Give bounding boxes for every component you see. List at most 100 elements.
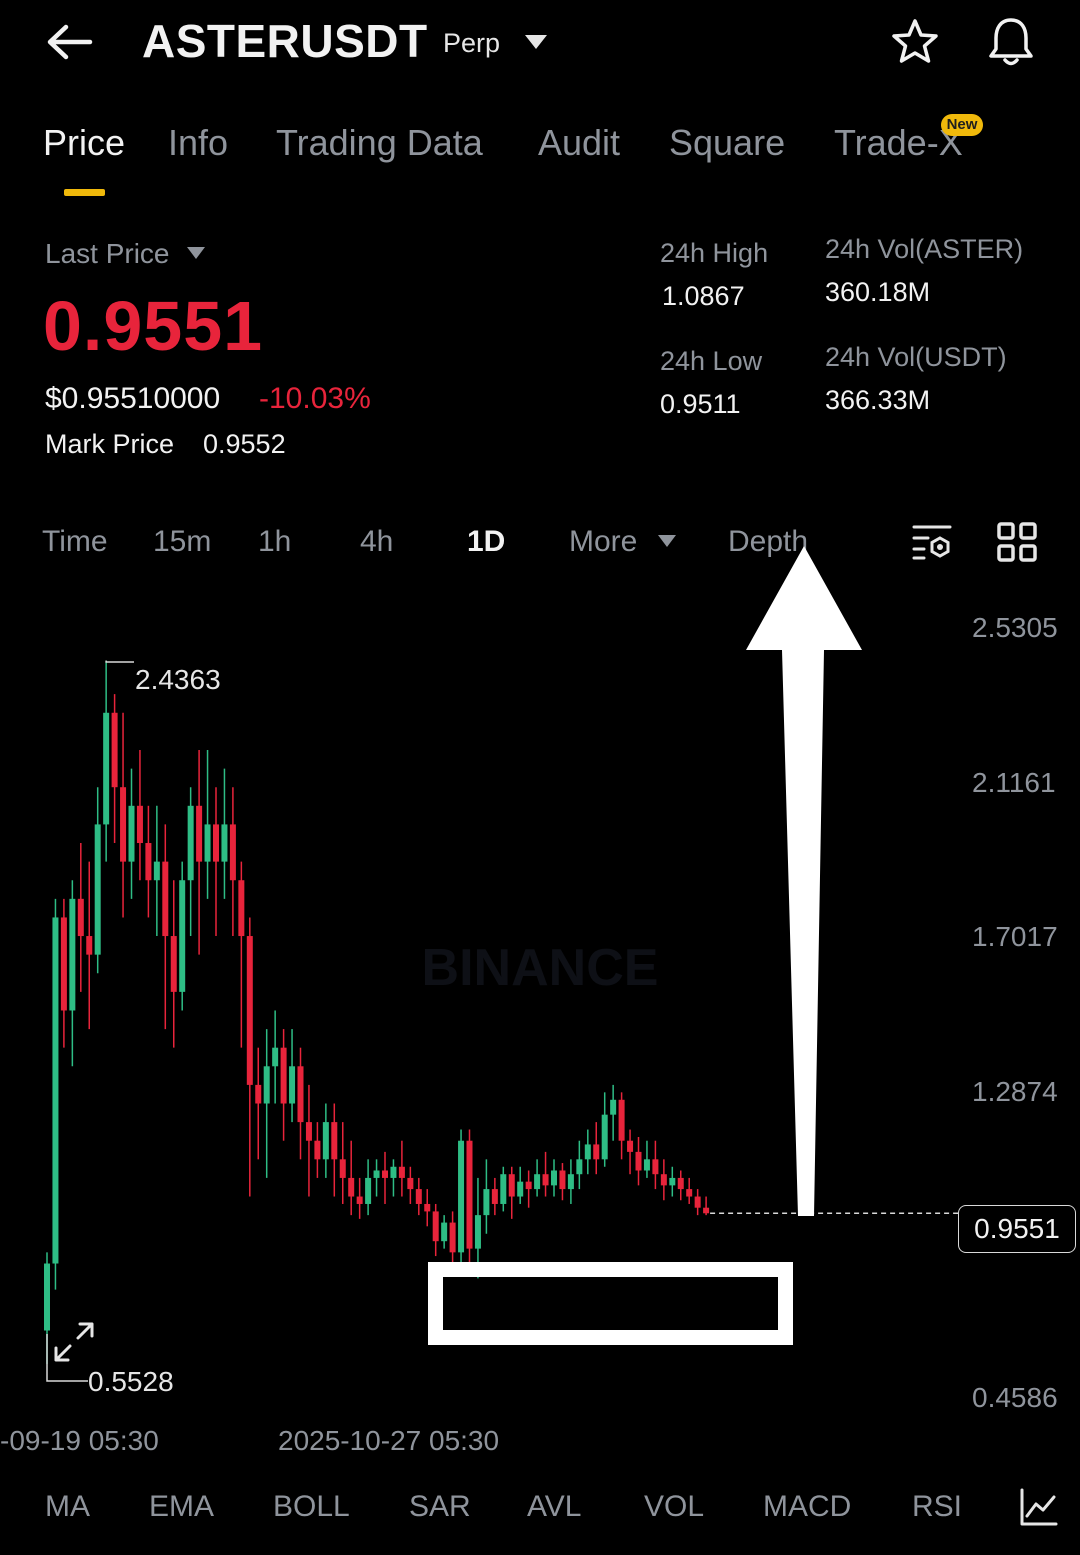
candle: [204, 749, 211, 899]
y-tick-label: 2.1161: [972, 767, 1056, 798]
mark-price-label: Mark Price: [45, 429, 175, 459]
indicator-avl[interactable]: AVL: [527, 1490, 582, 1523]
candle: [246, 917, 253, 1197]
star-icon[interactable]: [890, 18, 940, 66]
tab-square[interactable]: Square: [669, 122, 786, 163]
candle: [322, 1103, 329, 1178]
new-badge: New: [941, 114, 983, 136]
candle: [94, 787, 101, 974]
last-price-label[interactable]: Last Price: [45, 238, 170, 269]
candle: [576, 1140, 583, 1190]
interval-time[interactable]: Time: [42, 525, 108, 558]
candle: [145, 805, 152, 918]
candle: [373, 1159, 380, 1197]
candle: [593, 1122, 600, 1175]
candle: [474, 1177, 481, 1279]
interval-15m[interactable]: 15m: [153, 525, 212, 558]
candle: [415, 1177, 422, 1216]
x-tick-label: 2025-10-27 05:30: [278, 1425, 500, 1456]
indicator-chart-icon[interactable]: [1018, 1486, 1060, 1528]
candle: [677, 1170, 684, 1201]
candle: [686, 1177, 693, 1204]
chart-settings-icon[interactable]: [910, 520, 954, 564]
candle: [449, 1211, 456, 1271]
candle: [111, 694, 118, 844]
candle: [508, 1166, 515, 1219]
indicator-ma[interactable]: MA: [45, 1490, 90, 1523]
candle: [534, 1159, 541, 1197]
high-24h-value: 1.0867: [662, 281, 745, 311]
candle: [559, 1163, 566, 1201]
candle: [660, 1159, 667, 1201]
interval-1h[interactable]: 1h: [258, 525, 292, 558]
current-price-tag: 0.9551: [958, 1205, 1076, 1253]
candlestick-chart[interactable]: BINANCE: [0, 580, 1080, 1480]
interval-1d[interactable]: 1D: [467, 525, 506, 558]
up-arrow-annotation: [744, 544, 864, 1220]
candle: [390, 1159, 397, 1197]
y-tick-label: 0.4586: [972, 1382, 1058, 1413]
highlight-box: [428, 1262, 793, 1345]
indicator-ema[interactable]: EMA: [149, 1490, 215, 1523]
x-tick-label: -09-19 05:30: [0, 1425, 159, 1456]
symbol-title[interactable]: ASTERUSDT: [142, 15, 428, 67]
candle: [136, 749, 143, 881]
y-tick-label: 2.5305: [972, 612, 1058, 643]
max-price-leader: [105, 660, 134, 663]
dropdown-caret-icon[interactable]: [524, 34, 548, 50]
candle: [382, 1151, 388, 1204]
indicator-boll[interactable]: BOLL: [273, 1490, 350, 1523]
last-price-caret-icon[interactable]: [186, 246, 206, 260]
candle: [398, 1140, 405, 1197]
tab-info[interactable]: Info: [168, 122, 229, 163]
usd-price: $0.95510000: [45, 382, 221, 415]
candle: [221, 768, 228, 899]
candle: [120, 712, 127, 918]
candle: [280, 1029, 287, 1141]
candle: [305, 1084, 312, 1197]
candle: [213, 787, 219, 937]
grid-layout-icon[interactable]: [996, 521, 1038, 563]
candle: [170, 880, 177, 1048]
mark-price-value: 0.9552: [203, 429, 286, 459]
candle: [500, 1166, 507, 1212]
candle: [297, 1047, 304, 1160]
indicator-vol[interactable]: VOL: [644, 1490, 705, 1523]
candle: [238, 861, 245, 1048]
low-24h-label: 24h Low: [660, 346, 763, 376]
tab-price[interactable]: Price: [43, 122, 126, 163]
candle: [407, 1166, 414, 1204]
indicator-macd[interactable]: MACD: [763, 1490, 852, 1523]
price-change-percent: -10.03%: [259, 382, 371, 415]
candle: [618, 1092, 625, 1160]
last-price-value: 0.9551: [43, 287, 264, 365]
bell-icon[interactable]: [986, 16, 1036, 68]
candle: [703, 1196, 710, 1216]
min-price-annotation: 0.5528: [88, 1366, 174, 1397]
candle: [424, 1189, 431, 1227]
interval-depth[interactable]: Depth: [728, 525, 809, 558]
candle: [331, 1103, 338, 1197]
vol-base-label: 24h Vol(ASTER): [825, 234, 1024, 264]
interval-4h[interactable]: 4h: [360, 525, 394, 558]
tab-audit[interactable]: Audit: [538, 122, 621, 163]
tab-trading-data[interactable]: Trading Data: [276, 122, 483, 163]
interval-more[interactable]: More: [569, 525, 638, 558]
candle: [86, 861, 93, 1030]
back-arrow-icon[interactable]: [44, 22, 94, 62]
candle: [229, 787, 236, 937]
expand-icon[interactable]: [52, 1320, 96, 1364]
vol-base-value: 360.18M: [825, 277, 931, 307]
candle: [196, 749, 203, 955]
candle: [179, 861, 186, 1011]
candle: [187, 787, 194, 937]
contract-type-label[interactable]: Perp: [443, 28, 501, 58]
indicator-sar[interactable]: SAR: [409, 1490, 471, 1523]
vol-quote-label: 24h Vol(USDT): [825, 342, 1007, 372]
candle: [567, 1159, 574, 1204]
candle: [441, 1215, 448, 1249]
y-tick-label: 1.2874: [972, 1076, 1058, 1107]
candle: [77, 843, 84, 992]
indicator-rsi[interactable]: RSI: [912, 1490, 963, 1523]
more-caret-icon[interactable]: [657, 534, 677, 548]
